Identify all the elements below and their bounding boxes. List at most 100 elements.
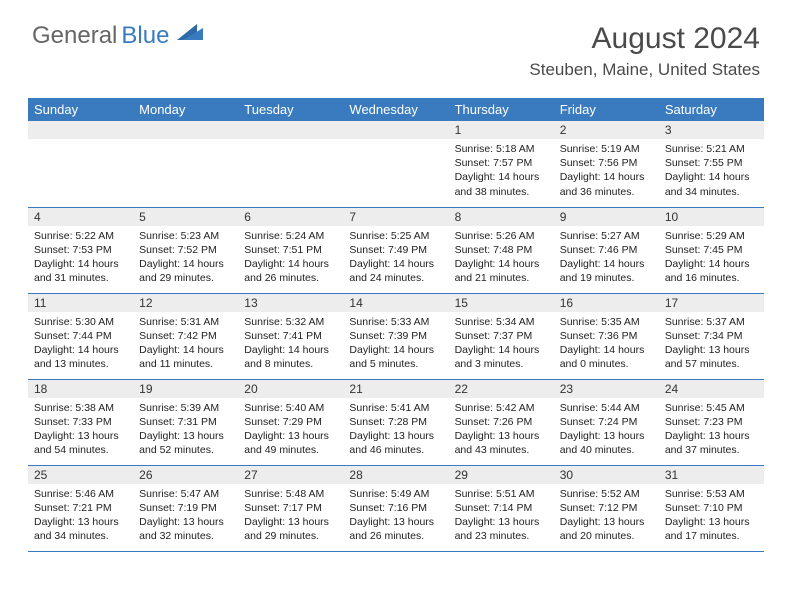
sunrise-text: Sunrise: 5:38 AM [34,401,127,415]
sunrise-text: Sunrise: 5:46 AM [34,487,127,501]
calendar-cell: 8Sunrise: 5:26 AMSunset: 7:48 PMDaylight… [449,207,554,293]
sunrise-text: Sunrise: 5:33 AM [349,315,442,329]
day-number: 17 [659,294,764,312]
day-body: Sunrise: 5:25 AMSunset: 7:49 PMDaylight:… [343,226,448,290]
sunset-text: Sunset: 7:34 PM [665,329,758,343]
calendar-cell: 4Sunrise: 5:22 AMSunset: 7:53 PMDaylight… [28,207,133,293]
calendar-row: 4Sunrise: 5:22 AMSunset: 7:53 PMDaylight… [28,207,764,293]
day-body: Sunrise: 5:49 AMSunset: 7:16 PMDaylight:… [343,484,448,548]
day-number: 8 [449,208,554,226]
daylight-text: Daylight: 13 hours and 23 minutes. [455,515,548,543]
day-body: Sunrise: 5:47 AMSunset: 7:19 PMDaylight:… [133,484,238,548]
day-body: Sunrise: 5:35 AMSunset: 7:36 PMDaylight:… [554,312,659,376]
sunset-text: Sunset: 7:44 PM [34,329,127,343]
daylight-text: Daylight: 14 hours and 13 minutes. [34,343,127,371]
sunset-text: Sunset: 7:10 PM [665,501,758,515]
sunrise-text: Sunrise: 5:34 AM [455,315,548,329]
sunset-text: Sunset: 7:14 PM [455,501,548,515]
sunrise-text: Sunrise: 5:27 AM [560,229,653,243]
day-number: 9 [554,208,659,226]
sunrise-text: Sunrise: 5:51 AM [455,487,548,501]
sunset-text: Sunset: 7:51 PM [244,243,337,257]
day-body: Sunrise: 5:46 AMSunset: 7:21 PMDaylight:… [28,484,133,548]
brand-mark-icon [177,22,203,47]
day-number: 5 [133,208,238,226]
calendar-cell: 3Sunrise: 5:21 AMSunset: 7:55 PMDaylight… [659,121,764,207]
calendar-cell: 20Sunrise: 5:40 AMSunset: 7:29 PMDayligh… [238,379,343,465]
calendar-cell: 12Sunrise: 5:31 AMSunset: 7:42 PMDayligh… [133,293,238,379]
sunset-text: Sunset: 7:42 PM [139,329,232,343]
sunrise-text: Sunrise: 5:47 AM [139,487,232,501]
weekday-header: Thursday [449,98,554,121]
day-body: Sunrise: 5:40 AMSunset: 7:29 PMDaylight:… [238,398,343,462]
day-body: Sunrise: 5:27 AMSunset: 7:46 PMDaylight:… [554,226,659,290]
day-number: 12 [133,294,238,312]
day-body: Sunrise: 5:18 AMSunset: 7:57 PMDaylight:… [449,139,554,203]
weekday-header: Friday [554,98,659,121]
sunset-text: Sunset: 7:55 PM [665,156,758,170]
day-number: 6 [238,208,343,226]
calendar-cell: 11Sunrise: 5:30 AMSunset: 7:44 PMDayligh… [28,293,133,379]
calendar-cell: 26Sunrise: 5:47 AMSunset: 7:19 PMDayligh… [133,465,238,551]
month-title: August 2024 [529,22,760,56]
calendar-cell: 27Sunrise: 5:48 AMSunset: 7:17 PMDayligh… [238,465,343,551]
day-body: Sunrise: 5:45 AMSunset: 7:23 PMDaylight:… [659,398,764,462]
daylight-text: Daylight: 14 hours and 11 minutes. [139,343,232,371]
sunset-text: Sunset: 7:39 PM [349,329,442,343]
calendar-cell: 19Sunrise: 5:39 AMSunset: 7:31 PMDayligh… [133,379,238,465]
calendar-cell: 24Sunrise: 5:45 AMSunset: 7:23 PMDayligh… [659,379,764,465]
calendar-head: SundayMondayTuesdayWednesdayThursdayFrid… [28,98,764,121]
day-number: 24 [659,380,764,398]
sunrise-text: Sunrise: 5:42 AM [455,401,548,415]
weekday-header: Monday [133,98,238,121]
calendar-cell-empty [133,121,238,207]
daylight-text: Daylight: 13 hours and 37 minutes. [665,429,758,457]
daylight-text: Daylight: 13 hours and 43 minutes. [455,429,548,457]
calendar-cell-empty [28,121,133,207]
location: Steuben, Maine, United States [529,60,760,80]
day-number: 2 [554,121,659,139]
day-body: Sunrise: 5:41 AMSunset: 7:28 PMDaylight:… [343,398,448,462]
day-number: 16 [554,294,659,312]
day-number: 26 [133,466,238,484]
day-body: Sunrise: 5:21 AMSunset: 7:55 PMDaylight:… [659,139,764,203]
day-body: Sunrise: 5:51 AMSunset: 7:14 PMDaylight:… [449,484,554,548]
sunrise-text: Sunrise: 5:48 AM [244,487,337,501]
daylight-text: Daylight: 14 hours and 21 minutes. [455,257,548,285]
sunset-text: Sunset: 7:36 PM [560,329,653,343]
calendar-cell: 13Sunrise: 5:32 AMSunset: 7:41 PMDayligh… [238,293,343,379]
day-number: 7 [343,208,448,226]
day-body: Sunrise: 5:38 AMSunset: 7:33 PMDaylight:… [28,398,133,462]
sunset-text: Sunset: 7:21 PM [34,501,127,515]
sunrise-text: Sunrise: 5:44 AM [560,401,653,415]
calendar-cell: 10Sunrise: 5:29 AMSunset: 7:45 PMDayligh… [659,207,764,293]
daylight-text: Daylight: 14 hours and 29 minutes. [139,257,232,285]
sunrise-text: Sunrise: 5:21 AM [665,142,758,156]
brand-logo: General Blue [32,22,203,50]
day-number: 10 [659,208,764,226]
calendar-cell: 28Sunrise: 5:49 AMSunset: 7:16 PMDayligh… [343,465,448,551]
day-number: 18 [28,380,133,398]
sunrise-text: Sunrise: 5:37 AM [665,315,758,329]
day-number: 30 [554,466,659,484]
daylight-text: Daylight: 13 hours and 17 minutes. [665,515,758,543]
sunset-text: Sunset: 7:56 PM [560,156,653,170]
sunrise-text: Sunrise: 5:40 AM [244,401,337,415]
sunset-text: Sunset: 7:12 PM [560,501,653,515]
calendar-cell-empty [343,121,448,207]
weekday-header: Wednesday [343,98,448,121]
day-number: 14 [343,294,448,312]
daylight-text: Daylight: 14 hours and 5 minutes. [349,343,442,371]
day-number: 20 [238,380,343,398]
day-body: Sunrise: 5:52 AMSunset: 7:12 PMDaylight:… [554,484,659,548]
sunset-text: Sunset: 7:45 PM [665,243,758,257]
daylight-text: Daylight: 14 hours and 26 minutes. [244,257,337,285]
sunset-text: Sunset: 7:53 PM [34,243,127,257]
sunrise-text: Sunrise: 5:30 AM [34,315,127,329]
sunrise-text: Sunrise: 5:19 AM [560,142,653,156]
sunrise-text: Sunrise: 5:52 AM [560,487,653,501]
day-body: Sunrise: 5:42 AMSunset: 7:26 PMDaylight:… [449,398,554,462]
day-number: 25 [28,466,133,484]
sunset-text: Sunset: 7:49 PM [349,243,442,257]
calendar-cell: 1Sunrise: 5:18 AMSunset: 7:57 PMDaylight… [449,121,554,207]
